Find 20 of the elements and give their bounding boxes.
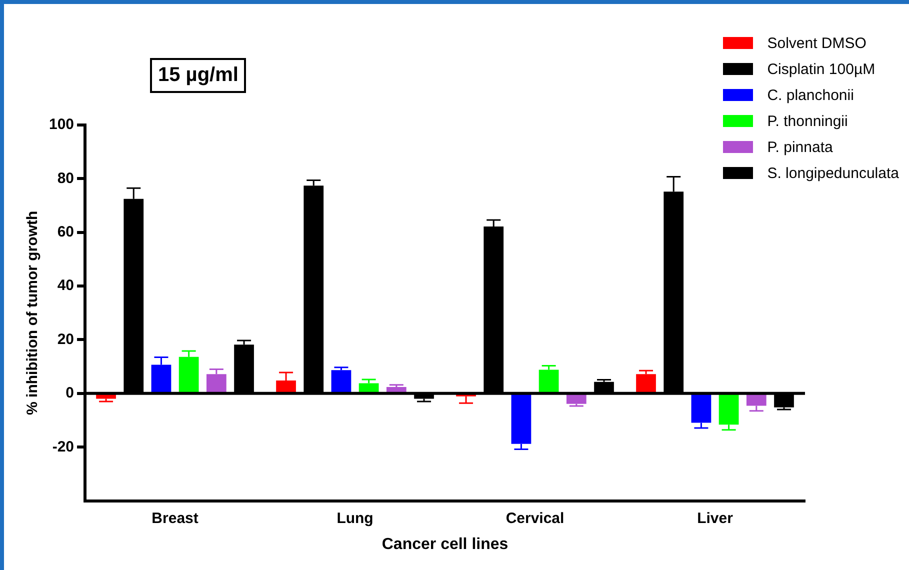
x-tick-label: Liver <box>697 510 734 527</box>
y-tick-label: 60 <box>57 224 74 241</box>
legend-label: P. pinnata <box>767 138 833 156</box>
y-tick-label: 40 <box>57 277 74 294</box>
legend-label: P. thonningii <box>767 112 848 130</box>
legend-label: Solvent DMSO <box>767 34 866 52</box>
legend-label: S. longipedunculata <box>767 164 899 182</box>
y-tick-label: 0 <box>66 384 74 402</box>
legend-label: C. planchonii <box>767 86 854 104</box>
y-tick-label: 80 <box>57 170 74 187</box>
y-axis-title: % inhibition of tumor growth <box>24 210 42 415</box>
x-tick-label: Lung <box>336 510 374 527</box>
y-tick-label: -20 <box>52 438 74 456</box>
x-axis-title: Cancer cell lines <box>382 536 508 553</box>
chart-title: 15 µg/ml <box>150 58 246 93</box>
y-tick-label: 20 <box>57 330 74 348</box>
y-tick-label: 100 <box>48 116 74 134</box>
legend-label: Cisplatin 100µM <box>767 60 876 78</box>
x-tick-label: Cervical <box>506 510 564 527</box>
x-tick-label: Breast <box>152 510 198 527</box>
